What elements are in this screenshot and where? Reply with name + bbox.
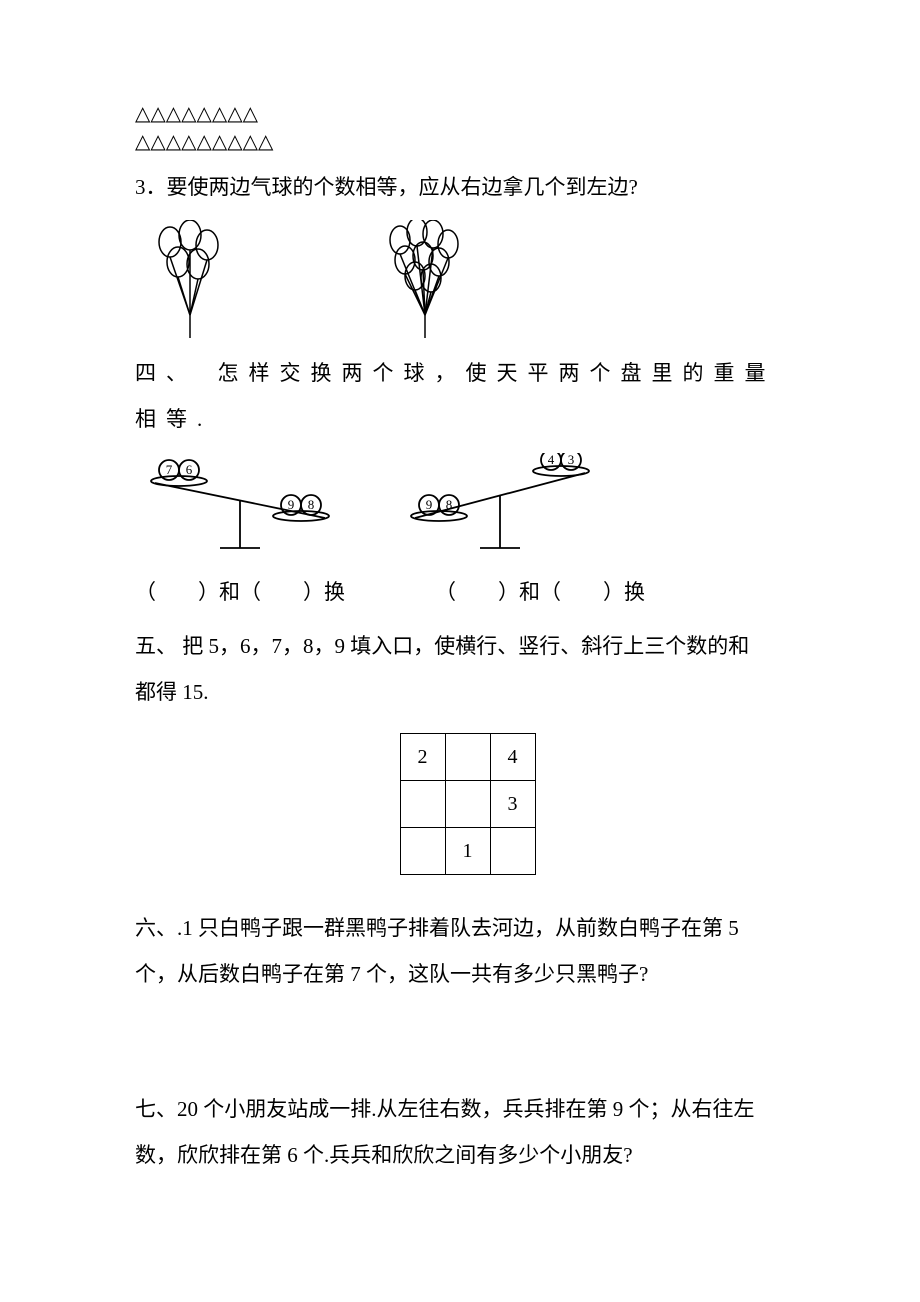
balloons-left-icon (145, 220, 235, 340)
question-6-line-1: 六、.1 只白鸭子跟一群黑鸭子排着队去河边，从前数白鸭子在第 5 (135, 905, 800, 951)
cell-0-0: 2 (400, 734, 445, 781)
question-4-heading: 四、 怎样交换两个球，使天平两个盘里的重量相等. (135, 350, 800, 442)
svg-text:9: 9 (288, 497, 295, 512)
svg-text:6: 6 (186, 462, 193, 477)
question-6-line-2: 个，从后数白鸭子在第 7 个，这队一共有多少只黑鸭子? (135, 951, 800, 997)
scale-1-icon: 7 6 9 8 (135, 453, 355, 563)
triangles-row-1: △△△△△△△△ (135, 100, 800, 128)
question-7-line-2: 数，欣欣排在第 6 个.兵兵和欣欣之间有多少个小朋友? (135, 1132, 800, 1178)
svg-text:4: 4 (548, 453, 555, 467)
cell-1-0 (400, 781, 445, 828)
svg-text:7: 7 (166, 462, 173, 477)
cell-0-1 (445, 734, 490, 781)
question-4-blanks: （ ）和（ ）换 （ ）和（ ）换 (135, 569, 800, 615)
magic-square-table: 2 4 3 1 (400, 733, 536, 875)
triangles-row-2: △△△△△△△△△ (135, 128, 800, 156)
question-5-line-2: 都得 15. (135, 669, 800, 715)
cell-2-1: 1 (445, 828, 490, 875)
cell-1-2: 3 (490, 781, 535, 828)
cell-2-2 (490, 828, 535, 875)
balloons-right-icon (375, 220, 475, 340)
question-5-line-1: 五、 把 5，6，7，8，9 填入口，使横行、竖行、斜行上三个数的和 (135, 623, 800, 669)
question-3-text: 3．要使两边气球的个数相等，应从右边拿几个到左边? (135, 164, 800, 210)
page: △△△△△△△△ △△△△△△△△△ 3．要使两边气球的个数相等，应从右边拿几个… (0, 0, 920, 1278)
scale-2-icon: 9 8 4 3 (395, 453, 615, 563)
svg-text:9: 9 (426, 497, 433, 512)
svg-text:8: 8 (446, 497, 453, 512)
question-7-line-1: 七、20 个小朋友站成一排.从左往右数，兵兵排在第 9 个；从右往左 (135, 1086, 800, 1132)
svg-text:3: 3 (568, 453, 575, 467)
spacer (135, 998, 800, 1078)
scales-row: 7 6 9 8 (135, 453, 800, 563)
balloons-row (145, 220, 800, 340)
blank-2: （ ）和（ ）换 (435, 569, 645, 615)
cell-2-0 (400, 828, 445, 875)
cell-0-2: 4 (490, 734, 535, 781)
cell-1-1 (445, 781, 490, 828)
blank-1: （ ）和（ ）换 (135, 569, 435, 615)
magic-square-wrap: 2 4 3 1 (135, 733, 800, 875)
svg-text:8: 8 (308, 497, 315, 512)
